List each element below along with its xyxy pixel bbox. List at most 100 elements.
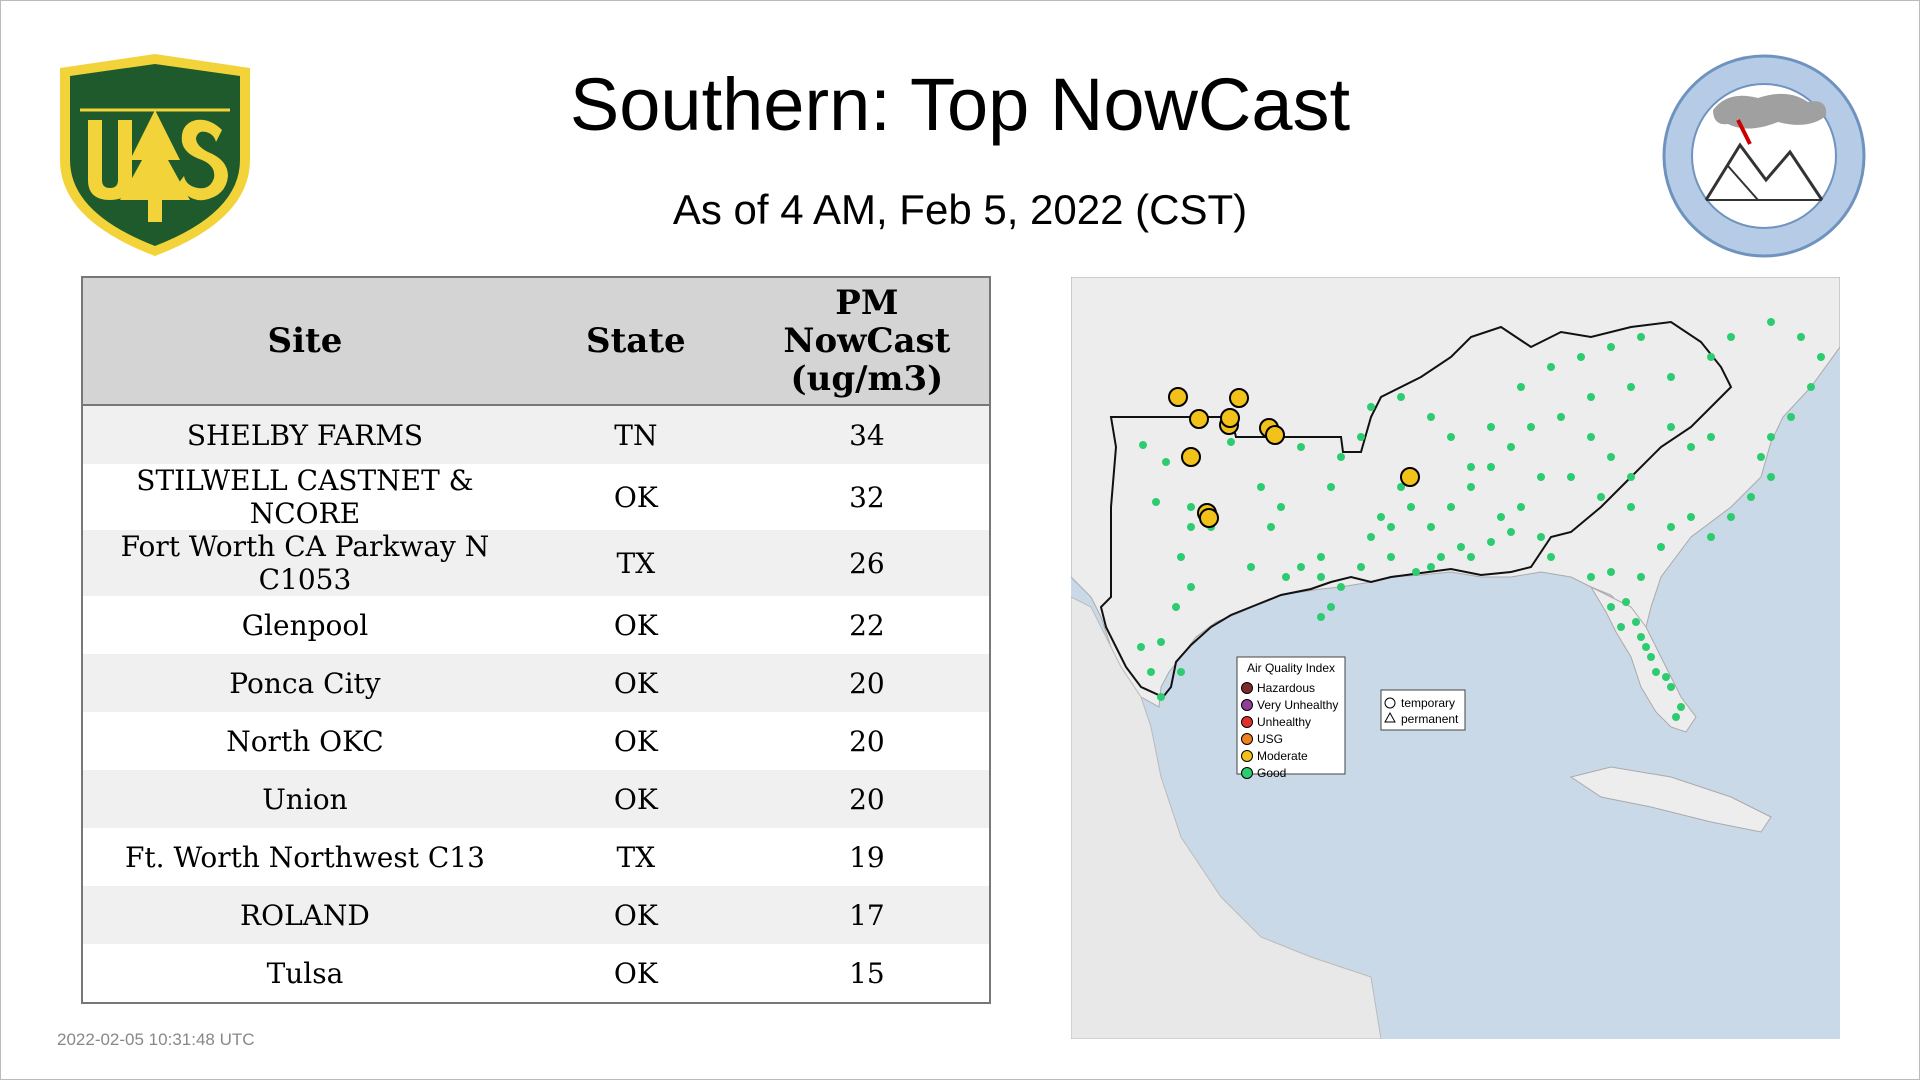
monitor-marker-good <box>1587 433 1595 441</box>
monitor-marker-good <box>1797 333 1805 341</box>
monitor-marker-good <box>1467 553 1475 561</box>
site-cell: Ft. Worth Northwest C13 <box>82 828 527 886</box>
aqi-legend: Air Quality Index Hazardous Very Unhealth… <box>1236 656 1346 780</box>
monitor-marker-good <box>1137 643 1145 651</box>
monitor-marker-good <box>1517 503 1525 511</box>
state-cell: OK <box>526 944 745 1003</box>
monitor-marker-good <box>1707 353 1715 361</box>
legend-swatch <box>1241 682 1253 694</box>
page-subtitle: As of 4 AM, Feb 5, 2022 (CST) <box>672 186 1248 233</box>
monitor-marker-good <box>1277 503 1285 511</box>
monitor-marker-good <box>1437 553 1445 561</box>
monitor-marker-good <box>1657 543 1665 551</box>
site-cell: SHELBY FARMS <box>82 405 527 464</box>
state-cell: OK <box>526 712 745 770</box>
monitor-marker-good <box>1317 613 1325 621</box>
site-column-header: Site <box>82 277 527 406</box>
value-cell: 20 <box>744 770 990 828</box>
monitor-marker-good <box>1667 523 1675 531</box>
monitor-marker-good <box>1747 493 1755 501</box>
monitor-marker-good <box>1767 433 1775 441</box>
legend-swatch <box>1241 699 1253 711</box>
table-row: North OKC OK 20 <box>82 712 990 770</box>
monitor-marker-good <box>1677 703 1685 711</box>
monitor-marker-good <box>1497 513 1505 521</box>
legend-title: Air Quality Index <box>1247 661 1335 675</box>
monitor-marker-good <box>1139 441 1147 449</box>
monitor-marker-good <box>1377 513 1385 521</box>
permanent-label: permanent <box>1401 712 1459 726</box>
monitor-marker-good <box>1177 553 1185 561</box>
monitor-marker-good <box>1727 333 1735 341</box>
monitor-marker-good <box>1807 383 1815 391</box>
state-cell: TX <box>526 828 745 886</box>
value-cell: 20 <box>744 654 990 712</box>
monitor-marker-good <box>1632 618 1640 626</box>
monitor-marker-good <box>1427 413 1435 421</box>
legend-swatch <box>1241 767 1253 779</box>
monitor-marker-good <box>1622 598 1630 606</box>
monitor-marker-moderate <box>1168 387 1188 407</box>
site-cell: ROLAND <box>82 886 527 944</box>
monitor-marker-good <box>1397 483 1405 491</box>
monitor-marker-moderate <box>1199 508 1219 528</box>
table-row: ROLAND OK 17 <box>82 886 990 944</box>
table-row: Ft. Worth Northwest C13 TX 19 <box>82 828 990 886</box>
legend-label: Moderate <box>1257 749 1308 763</box>
monitor-marker-good <box>1257 483 1265 491</box>
legend-swatch <box>1241 716 1253 728</box>
table-row: Tulsa OK 15 <box>82 944 990 1003</box>
monitor-marker-good <box>1597 493 1605 501</box>
monitor-marker-good <box>1297 443 1305 451</box>
monitor-marker-good <box>1157 693 1165 701</box>
monitor-marker-good <box>1187 583 1195 591</box>
aqi-monitor-map: Air Quality Index Hazardous Very Unhealth… <box>1071 277 1840 1039</box>
pm-header-line1: PM <box>835 283 899 323</box>
monitor-marker-good <box>1767 318 1775 326</box>
monitor-marker-good <box>1687 513 1695 521</box>
monitor-marker-good <box>1642 643 1650 651</box>
site-cell: Tulsa <box>82 944 527 1003</box>
monitor-marker-good <box>1317 573 1325 581</box>
monitor-marker-good <box>1667 373 1675 381</box>
monitor-marker-good <box>1187 523 1195 531</box>
monitor-marker-good <box>1367 533 1375 541</box>
monitor-marker-good <box>1162 458 1170 466</box>
pm-header-line2: NowCast <box>783 321 951 361</box>
legend-label: Good <box>1257 766 1286 780</box>
state-cell: OK <box>526 654 745 712</box>
monitor-marker-good <box>1667 423 1675 431</box>
monitor-marker-good <box>1637 573 1645 581</box>
monitor-marker-good <box>1647 653 1655 661</box>
site-cell: Union <box>82 770 527 828</box>
legend-label: USG <box>1257 732 1283 746</box>
monitor-marker-good <box>1387 523 1395 531</box>
table-row: Ponca City OK 20 <box>82 654 990 712</box>
monitor-marker-good <box>1327 603 1335 611</box>
table-row: Glenpool OK 22 <box>82 596 990 654</box>
monitor-marker-good <box>1637 333 1645 341</box>
monitor-marker-good <box>1537 533 1545 541</box>
monitor-marker-good <box>1172 603 1180 611</box>
monitor-marker-good <box>1337 583 1345 591</box>
table-header-row: Site State PM NowCast (ug/m3) <box>82 277 990 406</box>
permanent-triangle-icon <box>1384 711 1396 723</box>
monitor-marker-good <box>1177 668 1185 676</box>
site-cell: Ponca City <box>82 654 527 712</box>
monitor-marker-good <box>1667 683 1675 691</box>
table-row: SHELBY FARMS TN 34 <box>82 405 990 464</box>
legend-swatch <box>1241 733 1253 745</box>
state-column-header: State <box>526 277 745 406</box>
monitor-marker-good <box>1547 553 1555 561</box>
monitor-marker-good <box>1627 503 1635 511</box>
monitor-marker-good <box>1487 463 1495 471</box>
monitor-marker-good <box>1607 603 1615 611</box>
monitor-marker-good <box>1707 533 1715 541</box>
monitor-marker-good <box>1767 473 1775 481</box>
monitor-marker-good <box>1357 433 1365 441</box>
table-row: Fort Worth CA Parkway N C1053 TX 26 <box>82 530 990 596</box>
monitor-marker-good <box>1547 363 1555 371</box>
monitor-marker-good <box>1187 503 1195 511</box>
site-cell: North OKC <box>82 712 527 770</box>
monitor-marker-good <box>1817 353 1825 361</box>
